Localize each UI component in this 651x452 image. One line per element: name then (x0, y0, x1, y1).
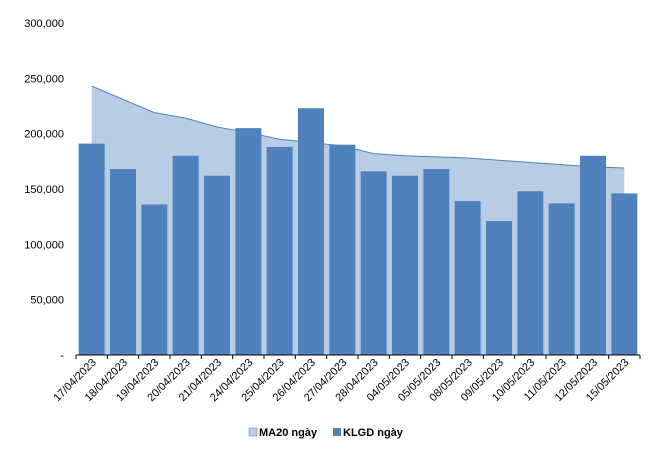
klgd-bar (329, 144, 356, 355)
y-axis: - 50,000 100,000 150,000 200,000 250,000 300,0… (24, 18, 64, 362)
ma20-line (91, 85, 625, 169)
klgd-bar (611, 193, 638, 355)
klgd-bar (423, 169, 450, 355)
legend-swatch-ma20 (248, 427, 258, 437)
klgd-bar (517, 191, 544, 355)
y-tick-label: 50,000 (30, 295, 64, 307)
klgd-bar (110, 169, 136, 355)
legend-label-ma20: MA20 ngày (259, 427, 318, 439)
klgd-bar (266, 146, 293, 355)
y-tick-label: 100,000 (24, 239, 64, 251)
klgd-bar (141, 204, 168, 355)
y-tick-label: 150,000 (24, 184, 64, 196)
klgd-bar (454, 201, 481, 355)
klgd-bar (580, 155, 606, 355)
klgd-bar (235, 128, 262, 355)
klgd-bar (78, 143, 105, 355)
klgd-bar (298, 108, 324, 355)
klgd-bar (360, 171, 387, 355)
x-axis: 17/04/202318/04/202319/04/202320/04/2023… (51, 354, 641, 404)
legend-swatch-klgd (333, 428, 341, 436)
klgd-bar (548, 203, 575, 355)
legend-label-klgd: KLGD ngày (343, 427, 404, 439)
klgd-bar (204, 175, 230, 355)
klgd-bar (392, 175, 418, 355)
y-tick-label: 200,000 (24, 129, 64, 141)
ma20-area-layer (91, 85, 625, 355)
legend: MA20 ngày KLGD ngày (248, 427, 404, 439)
y-tick-label: 250,000 (24, 73, 64, 85)
ma20-area (91, 86, 625, 355)
klgd-bar (486, 221, 512, 355)
klgd-bar-layer (78, 108, 638, 355)
y-tick-label: 300,000 (24, 18, 64, 30)
klgd-bar (172, 155, 199, 355)
y-tick-label: - (60, 350, 64, 362)
